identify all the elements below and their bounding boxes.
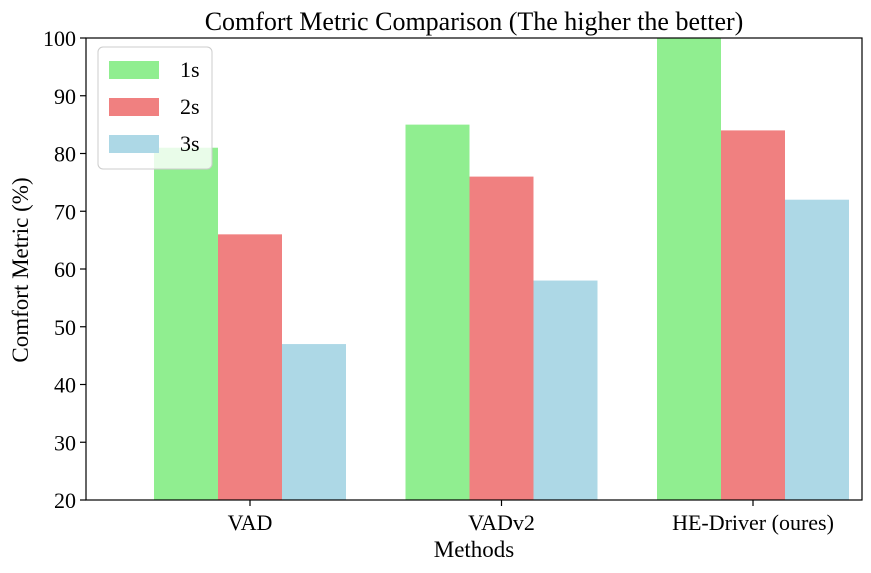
y-tick-label: 90 — [54, 84, 76, 109]
y-tick-label: 80 — [54, 142, 76, 167]
y-tick-label: 60 — [54, 257, 76, 282]
y-axis: 20 30 40 50 60 70 80 90 100 — [43, 26, 86, 513]
legend-swatch-3s — [109, 135, 159, 153]
y-axis-label: Comfort Metric (%) — [8, 177, 33, 362]
x-tick-label: VAD — [228, 510, 273, 535]
bar-2s-1 — [469, 176, 534, 500]
bar-1s-0 — [154, 147, 218, 500]
y-tick-label: 70 — [54, 199, 76, 224]
y-tick-label: 40 — [54, 373, 76, 398]
chart-title: Comfort Metric Comparison (The higher th… — [205, 7, 744, 36]
y-tick-label: 50 — [54, 315, 76, 340]
legend-swatch-1s — [109, 61, 159, 79]
x-axis: VAD VADv2 HE-Driver (oures) — [228, 500, 834, 535]
y-tick-label: 100 — [43, 26, 76, 51]
bar-2s-0 — [218, 234, 282, 500]
x-tick-label: HE-Driver (oures) — [672, 510, 834, 535]
bar-1s-2 — [657, 38, 721, 500]
legend-swatch-2s — [109, 98, 159, 116]
bar-1s-1 — [405, 124, 470, 500]
legend-label-3s: 3s — [180, 131, 200, 156]
bar-3s-1 — [533, 280, 598, 500]
legend: 1s 2s 3s — [97, 46, 213, 170]
y-tick-label: 20 — [54, 488, 76, 513]
y-tick-label: 30 — [54, 430, 76, 455]
bar-2s-2 — [721, 130, 785, 500]
bar-3s-0 — [282, 344, 346, 500]
bars-group — [154, 38, 849, 500]
legend-label-1s: 1s — [180, 57, 200, 82]
x-axis-label: Methods — [434, 537, 515, 562]
legend-label-2s: 2s — [180, 94, 200, 119]
bar-3s-2 — [785, 199, 849, 500]
x-tick-label: VADv2 — [468, 510, 535, 535]
